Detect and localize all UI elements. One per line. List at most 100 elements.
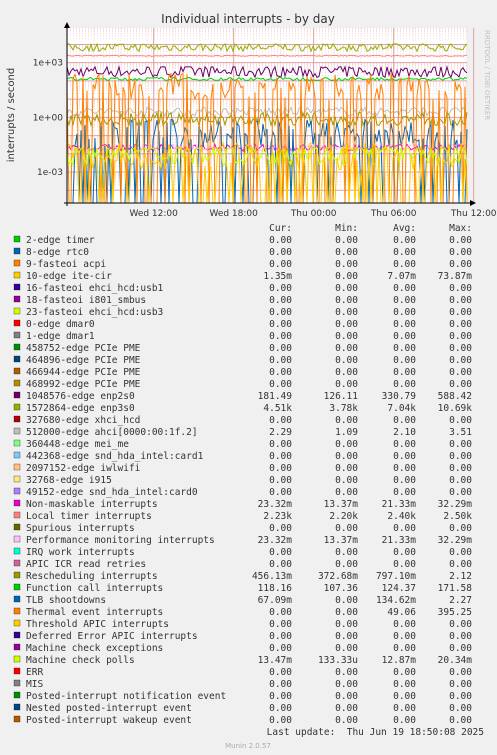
legend-swatch: [13, 487, 21, 495]
legend-value: 0.00: [449, 247, 472, 258]
legend-value: 0.00: [449, 259, 472, 270]
legend-value: 0.00: [449, 703, 472, 714]
legend-value: 0.00: [335, 631, 358, 642]
x-tick-labels: Wed 12:00 Wed 18:00 Thu 00:00 Thu 06:00 Thu …: [129, 209, 496, 219]
legend-value: 0.00: [269, 259, 292, 270]
legend-swatch: [13, 331, 21, 339]
legend-value: 0.00: [335, 271, 358, 282]
legend-label: 360448-edge mei_me: [26, 439, 129, 450]
legend-swatch: [13, 451, 21, 459]
legend-value: 0.00: [335, 259, 358, 270]
series-line: [66, 105, 468, 118]
legend-value: 0.00: [269, 295, 292, 306]
legend-value: 2.27: [449, 595, 472, 606]
legend-value: 0.00: [449, 319, 472, 330]
legend-value: 588.42: [438, 391, 472, 402]
legend-value: 0.00: [393, 259, 416, 270]
legend-value: 0.00: [335, 415, 358, 426]
legend-value: 0.00: [269, 631, 292, 642]
legend-value: 0.00: [335, 283, 358, 294]
legend-value: 0.00: [393, 475, 416, 486]
legend-value: 0.00: [449, 715, 472, 726]
legend-label: 8-edge rtc0: [26, 247, 89, 258]
legend-label: 23-fasteoi ehci_hcd:usb3: [26, 307, 163, 318]
legend-value: 0.00: [449, 331, 472, 342]
legend-header-min: Min:: [335, 223, 358, 234]
legend-value: 0.00: [393, 703, 416, 714]
legend-value: 0.00: [393, 559, 416, 570]
legend-label: MIS: [26, 679, 43, 690]
legend-value: 0.00: [449, 283, 472, 294]
legend-value: 0.00: [335, 439, 358, 450]
legend-value: 4.51k: [263, 403, 292, 414]
legend-value: 0.00: [335, 463, 358, 474]
legend-swatch: [13, 247, 21, 255]
legend-value: 0.00: [393, 331, 416, 342]
legend-swatch: [13, 295, 21, 303]
legend-value: 0.00: [449, 451, 472, 462]
legend-value: 797.10m: [376, 571, 416, 582]
last-update: Last update: Thu Jun 19 18:50:08 2025: [267, 727, 484, 738]
legend-label: 10-edge ite-cir: [26, 271, 112, 282]
legend-value: 0.00: [269, 523, 292, 534]
legend-value: 0.00: [393, 355, 416, 366]
legend-value: 0.00: [335, 667, 358, 678]
legend-value: 73.87m: [438, 271, 473, 282]
legend-value: 0.00: [449, 307, 472, 318]
legend-value: 0.00: [269, 343, 292, 354]
legend-value: 0.00: [269, 487, 292, 498]
legend-value: 0.00: [335, 247, 358, 258]
legend-value: 0.00: [335, 703, 358, 714]
legend-value: 21.33m: [382, 499, 417, 510]
legend-swatch: [13, 715, 21, 723]
legend-swatch: [13, 643, 21, 651]
legend-value: 0.00: [269, 667, 292, 678]
legend-value: 0.00: [449, 619, 472, 630]
legend-swatch: [13, 547, 21, 555]
legend-value: 395.25: [438, 607, 472, 618]
legend-value: 456.13m: [252, 571, 292, 582]
legend-value: 171.58: [438, 583, 473, 594]
legend-value: 0.00: [269, 379, 292, 390]
legend-swatch: [13, 571, 21, 579]
legend-value: 0.00: [269, 319, 292, 330]
legend-label: Deferred Error APIC interrupts: [26, 631, 198, 642]
legend-swatch: [13, 535, 21, 543]
legend-swatch: [13, 439, 21, 447]
legend-label: Rescheduling interrupts: [26, 571, 158, 582]
y-tick-labels: 1e+03 1e+00 1e-03: [33, 59, 64, 178]
legend-value: 67.09m: [258, 595, 293, 606]
legend-value: 0.00: [269, 679, 292, 690]
series-line: [66, 54, 468, 57]
legend-value: 0.00: [393, 295, 416, 306]
series-line: [66, 146, 468, 168]
legend-label: Local timer interrupts: [26, 511, 152, 522]
legend-header-avg: Avg:: [393, 223, 416, 234]
legend-value: 0.00: [393, 679, 416, 690]
legend-header-cur: Cur:: [269, 223, 292, 234]
legend-swatch: [13, 619, 21, 627]
legend-value: 0.00: [393, 691, 416, 702]
legend-label: Non-maskable interrupts: [26, 499, 158, 510]
legend-swatch: [13, 391, 21, 399]
legend-swatch: [13, 343, 21, 351]
legend-value: 0.00: [449, 463, 472, 474]
legend-value: 0.00: [269, 607, 292, 618]
legend-label: Machine check polls: [26, 655, 135, 666]
legend-value: 0.00: [449, 439, 472, 450]
legend-value: 32.29m: [438, 535, 473, 546]
legend-value: 0.00: [269, 643, 292, 654]
legend-value: 0.00: [269, 691, 292, 702]
legend-swatch: [13, 475, 21, 483]
legend-value: 0.00: [393, 379, 416, 390]
legend-swatch: [13, 319, 21, 327]
legend-value: 0.00: [335, 715, 358, 726]
legend-label: 466944-edge PCIe PME: [26, 367, 141, 378]
legend-value: 0.00: [449, 367, 472, 378]
legend-value: 0.00: [335, 547, 358, 558]
legend-value: 0.00: [269, 415, 292, 426]
legend-swatch: [13, 559, 21, 567]
legend-value: 0.00: [393, 631, 416, 642]
legend-label: Posted-interrupt notification event: [26, 691, 226, 702]
legend-value: 0.00: [335, 643, 358, 654]
